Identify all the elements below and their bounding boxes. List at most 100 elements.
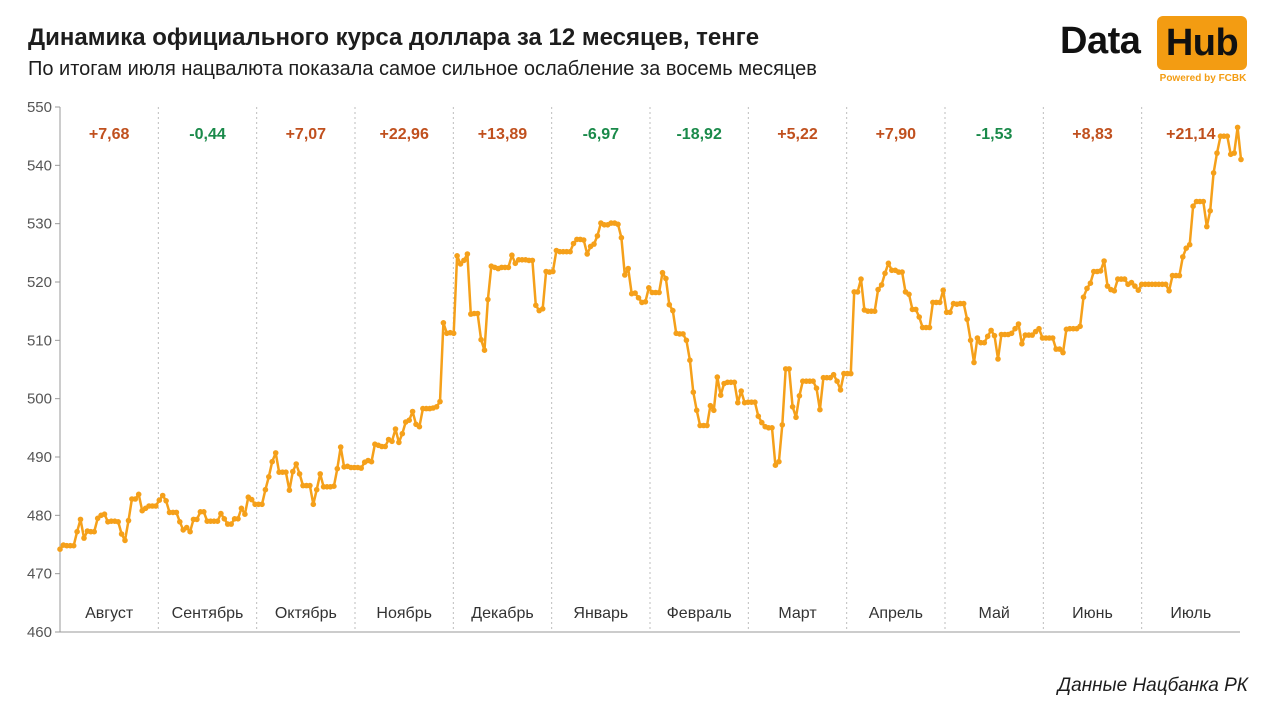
data-point (995, 356, 1001, 362)
data-point (416, 423, 423, 430)
data-point (1132, 283, 1138, 289)
data-point (789, 404, 796, 410)
data-point (796, 393, 803, 399)
data-point (704, 422, 710, 429)
month-label: Январь (573, 605, 628, 622)
data-point (670, 307, 676, 314)
data-point (262, 486, 269, 493)
data-point (717, 392, 724, 399)
data-point (813, 385, 820, 392)
month-label: Ноябрь (376, 605, 432, 622)
chart-title: Динамика официального курса доллара за 1… (28, 24, 760, 51)
y-tick-label: 490 (27, 449, 52, 466)
y-tick-label: 530 (27, 216, 52, 233)
data-point (622, 272, 628, 278)
data-point (837, 387, 844, 393)
data-point (485, 296, 491, 303)
data-point (1084, 285, 1090, 292)
data-point (153, 503, 159, 509)
data-point (259, 501, 265, 508)
data-point (163, 498, 169, 504)
data-point (1238, 156, 1244, 163)
data-point (1029, 332, 1035, 338)
monthly-change-label: -1,53 (976, 126, 1013, 143)
data-point (680, 331, 686, 337)
data-point (307, 482, 313, 489)
datahub-logo: Data Hub Powered by FCBK (1060, 14, 1250, 86)
data-point (238, 505, 245, 512)
data-point (988, 327, 994, 334)
data-point (769, 425, 775, 431)
data-point (1231, 150, 1237, 156)
data-point (714, 374, 721, 380)
data-point (290, 468, 296, 475)
data-point (1015, 321, 1022, 327)
data-point (91, 528, 97, 535)
data-point (1097, 268, 1104, 274)
data-point (1008, 330, 1015, 337)
data-point (313, 486, 320, 493)
data-point (74, 528, 80, 535)
data-point (1183, 245, 1189, 251)
data-point (1121, 276, 1128, 282)
data-point (1019, 341, 1025, 347)
data-point (409, 408, 416, 415)
data-point (1162, 281, 1169, 288)
month-label: Май (978, 605, 1009, 622)
data-point (1204, 223, 1210, 230)
data-point (830, 371, 837, 378)
month-label: Август (85, 605, 134, 622)
data-point (115, 519, 121, 525)
data-point (1186, 241, 1193, 248)
data-point (693, 407, 700, 414)
data-point (848, 370, 854, 377)
monthly-change-label: +22,96 (379, 126, 428, 143)
data-point (118, 531, 125, 537)
data-point (707, 402, 714, 409)
data-point (235, 516, 241, 522)
data-point (906, 291, 912, 298)
data-point (81, 535, 87, 541)
data-point (450, 330, 457, 337)
data-point (533, 302, 539, 309)
data-point (913, 306, 919, 313)
monthly-change-label: +7,68 (89, 126, 130, 143)
monthly-change-label: -0,44 (189, 126, 226, 143)
monthly-change-label: +7,90 (876, 126, 917, 143)
data-point (101, 511, 108, 517)
data-point (659, 269, 666, 276)
data-point (125, 517, 132, 524)
data-point (926, 324, 933, 331)
data-point (632, 290, 638, 296)
data-point (135, 491, 142, 498)
data-point (810, 378, 816, 385)
data-point (464, 251, 471, 257)
data-point (433, 404, 440, 410)
data-point (899, 269, 905, 275)
data-point (396, 439, 402, 446)
data-point (834, 378, 840, 385)
data-point (1210, 170, 1217, 176)
data-point (293, 461, 300, 467)
data-point (406, 417, 413, 424)
data-point (173, 509, 180, 516)
monthly-change-label: +8,83 (1072, 126, 1113, 143)
data-point (296, 471, 303, 477)
data-point (266, 474, 272, 480)
data-point (967, 337, 974, 344)
data-point (1056, 346, 1063, 352)
y-tick-label: 510 (27, 332, 52, 349)
data-point (878, 282, 885, 288)
logo-powered-by: Powered by FCBK (1159, 73, 1247, 84)
data-point (399, 430, 406, 437)
data-point (1176, 272, 1183, 279)
data-point (964, 316, 970, 323)
data-point (437, 398, 443, 405)
data-point (570, 240, 577, 247)
data-point (77, 516, 84, 523)
data-point (646, 285, 652, 291)
data-point (656, 289, 662, 296)
data-point (615, 221, 621, 228)
y-tick-label: 520 (27, 274, 52, 291)
data-point (122, 537, 128, 544)
